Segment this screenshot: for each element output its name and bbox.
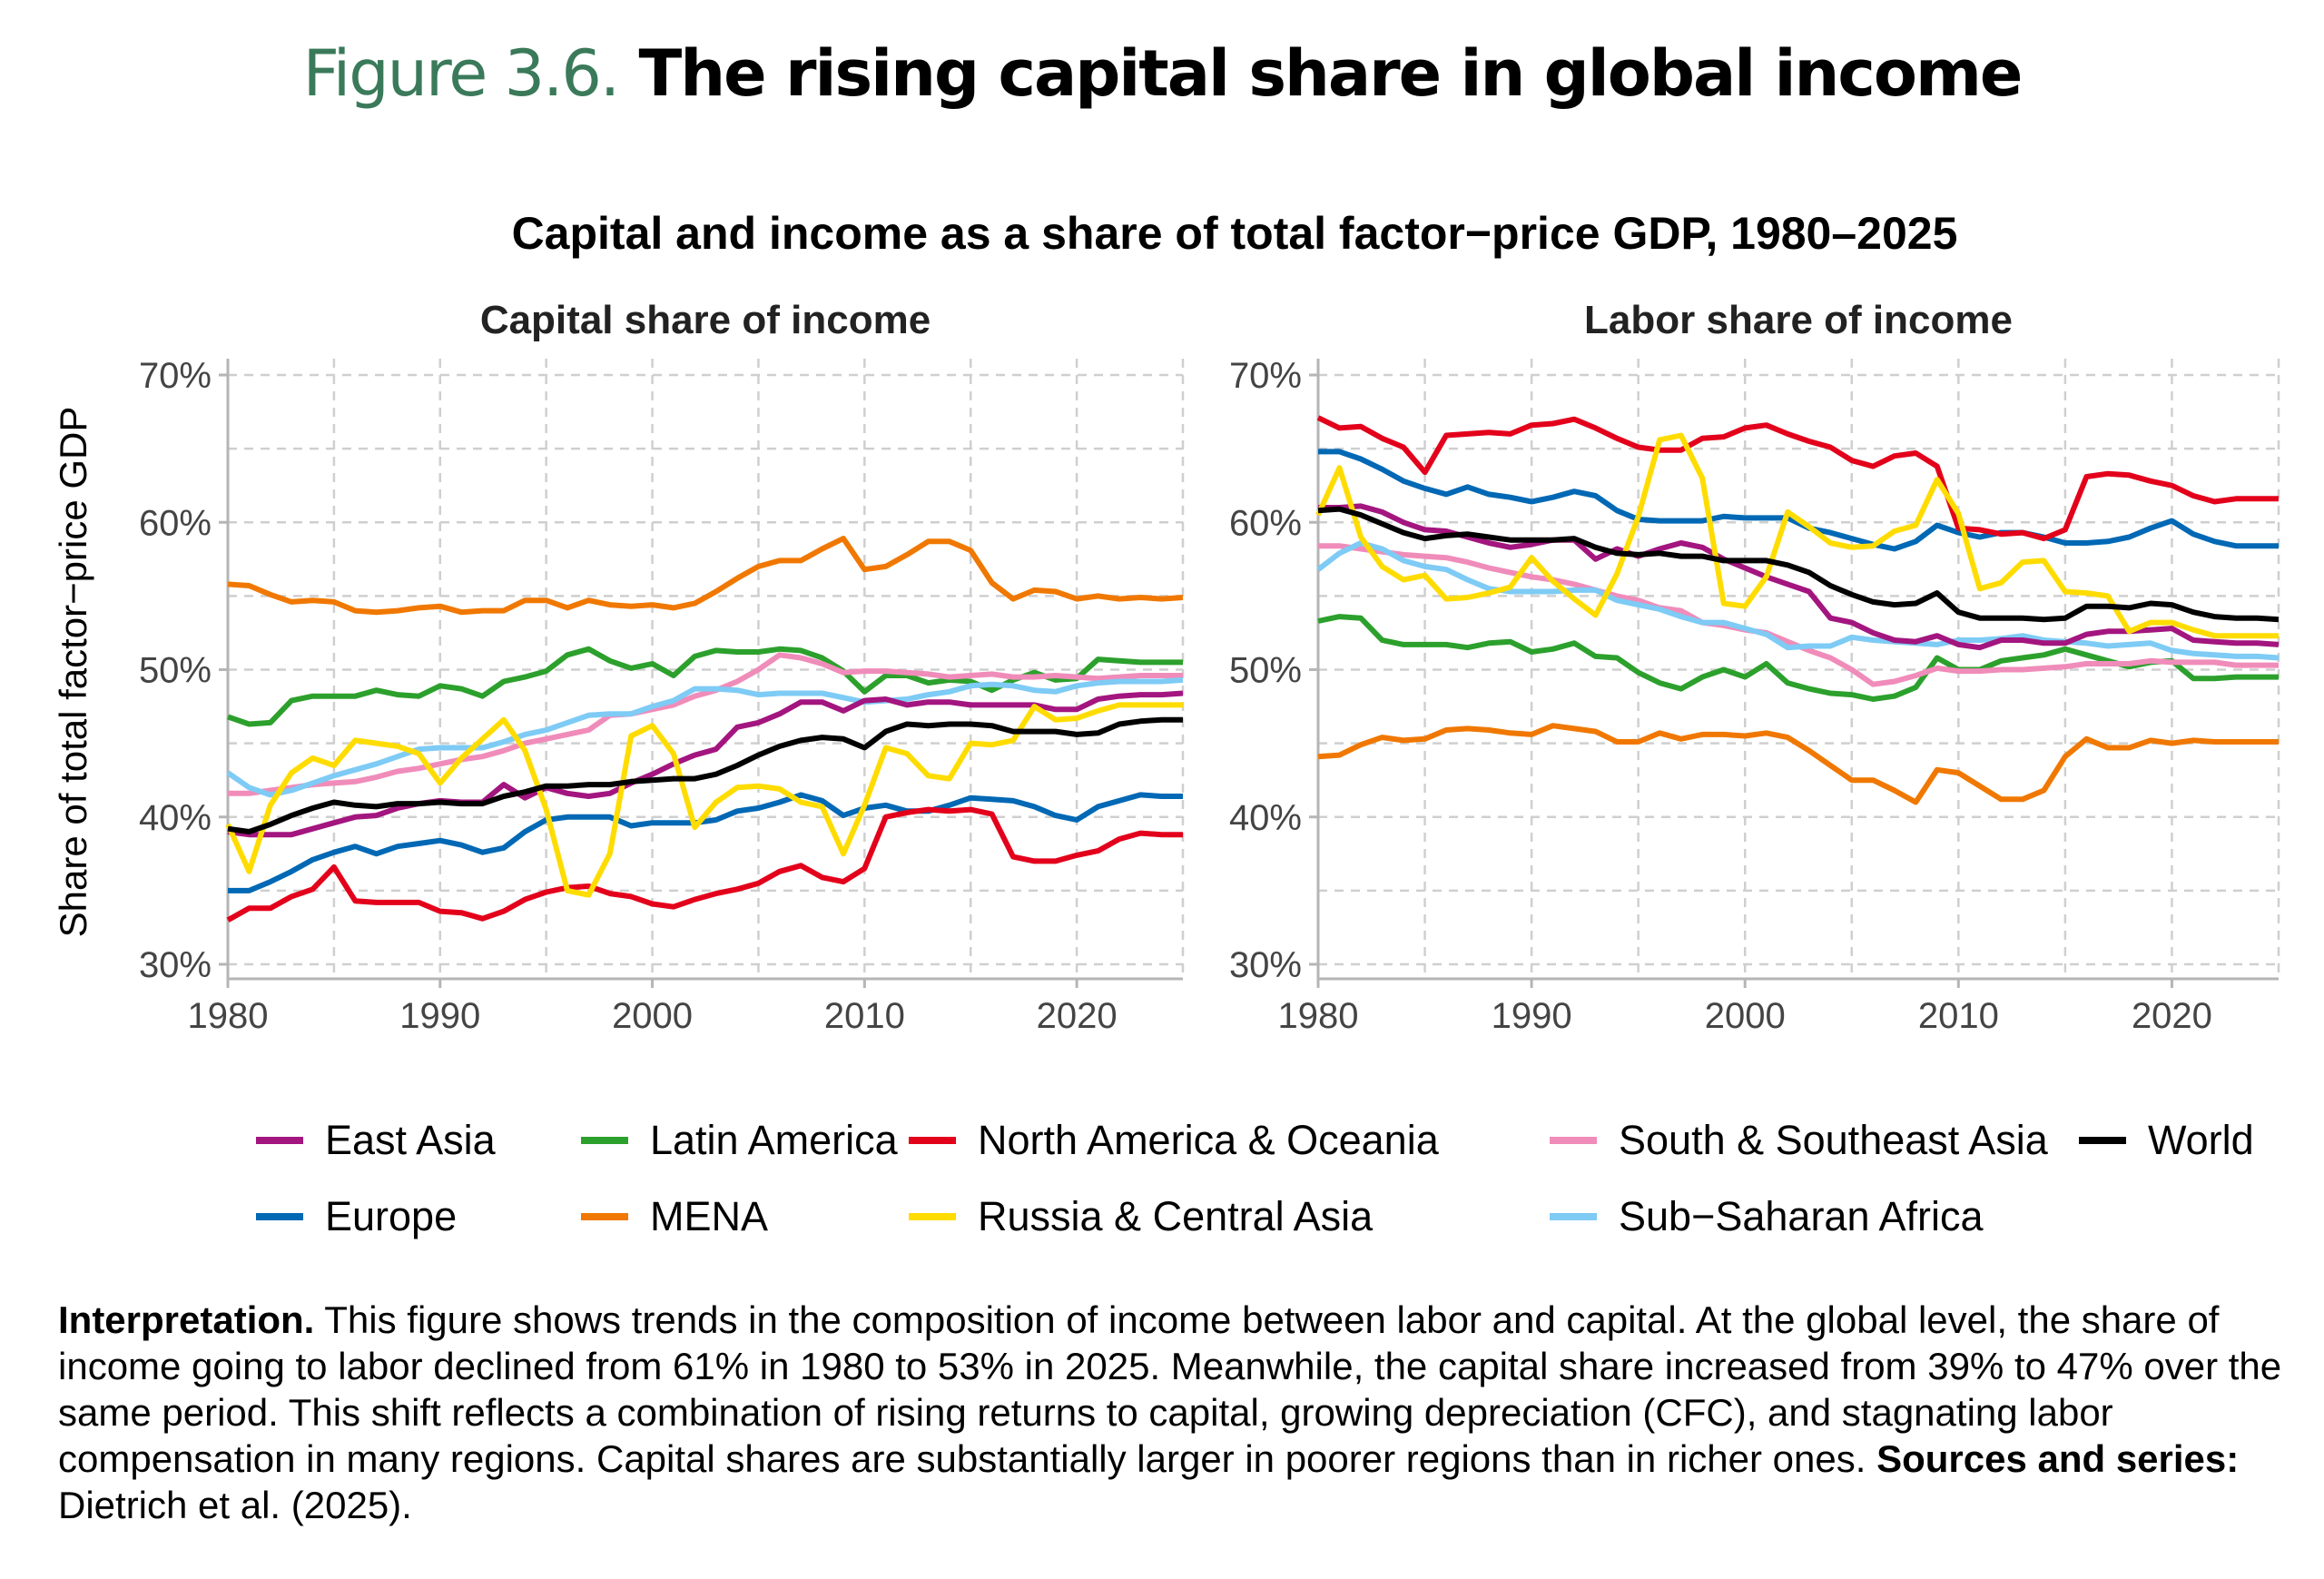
legend-key bbox=[581, 1213, 628, 1220]
series-line-europe bbox=[228, 792, 1183, 893]
y-tick-label: 40% bbox=[139, 798, 212, 838]
series-line-north-america-oceania bbox=[226, 806, 1183, 923]
x-tick-label: 2010 bbox=[824, 996, 905, 1036]
series-line-world bbox=[1317, 506, 2280, 623]
legend-item-world: World bbox=[2079, 1117, 2254, 1164]
panel-labor: 30% 40% 50% 60% 70% 1980 1990 2000 2010 2020 bbox=[1229, 356, 2280, 1036]
figure-title: Figure 3.6. The rising capital share in … bbox=[0, 36, 2324, 111]
legend-label: Russia & Central Asia bbox=[978, 1193, 1374, 1239]
y-tick-label: 60% bbox=[139, 503, 212, 543]
legend-key bbox=[909, 1137, 956, 1144]
legend-key bbox=[909, 1213, 956, 1220]
x-tick-label: 2000 bbox=[1705, 996, 1786, 1036]
series-line-mena bbox=[1317, 723, 2279, 805]
series-line-north-america-oceania bbox=[1316, 415, 2279, 542]
legend-key bbox=[2079, 1137, 2126, 1144]
series-line-russia-central-asia bbox=[225, 702, 1183, 898]
series-line-europe bbox=[1318, 449, 2279, 552]
y-tick-label: 30% bbox=[139, 945, 212, 985]
series-line-world bbox=[227, 716, 1183, 834]
interpretation-text: This figure shows trends in the composit… bbox=[58, 1298, 2282, 1480]
y-tick-label: 70% bbox=[1229, 356, 1302, 396]
legend-item-east-asia: East Asia bbox=[256, 1117, 496, 1164]
y-tick-label: 50% bbox=[139, 651, 212, 691]
series-line-sub-saharan-africa bbox=[1316, 540, 2280, 661]
sources-text: Dietrich et al. (2025). bbox=[58, 1484, 412, 1526]
sources-label: Sources and series: bbox=[1876, 1437, 2240, 1480]
series-line-russia-central-asia bbox=[1315, 432, 2279, 639]
interpretation-note: Interpretation. This figure shows trends… bbox=[58, 1297, 2291, 1528]
legend-label: Latin America bbox=[650, 1117, 898, 1163]
legend-key bbox=[256, 1213, 303, 1220]
panel-capital: 30% 40% 50% 60% 70% 1980 1990 2000 2010 2020 bbox=[139, 356, 1185, 1036]
x-tick-label: 1990 bbox=[399, 996, 480, 1036]
legend-label: North America & Oceania bbox=[978, 1117, 1439, 1163]
y-tick-label: 60% bbox=[1229, 503, 1302, 543]
x-tick-label: 2000 bbox=[612, 996, 693, 1036]
legend-key bbox=[1550, 1213, 1597, 1220]
legend-item-ssa: Sub−Saharan Africa bbox=[1550, 1193, 1984, 1240]
y-tick-label: 50% bbox=[1229, 651, 1302, 691]
legend-label: MENA bbox=[650, 1193, 769, 1239]
legend-label: World bbox=[2148, 1117, 2254, 1163]
panel-title-labor: Labor share of income bbox=[1584, 298, 2013, 342]
x-tick-label: 2010 bbox=[1918, 996, 1999, 1036]
figure-title-text: The rising capital share in global incom… bbox=[638, 36, 2024, 111]
series-line-south-southeast-asia bbox=[228, 652, 1183, 796]
x-tick-label: 1980 bbox=[188, 996, 269, 1036]
series-line-east-asia bbox=[227, 690, 1184, 838]
y-tick-label: 30% bbox=[1229, 945, 1302, 985]
legend-item-south-asia: South & Southeast Asia bbox=[1550, 1117, 2048, 1164]
x-tick-label: 1990 bbox=[1492, 996, 1572, 1036]
legend-key bbox=[581, 1137, 628, 1144]
x-tick-label: 2020 bbox=[1037, 996, 1118, 1036]
chart-area: Share of total factor−price GDP 30% 40% 50%… bbox=[52, 356, 2280, 1036]
legend-label: Sub−Saharan Africa bbox=[1619, 1193, 1984, 1239]
interpretation-label: Interpretation. bbox=[58, 1298, 315, 1341]
legend-key bbox=[256, 1137, 303, 1144]
y-axis-label: Share of total factor−price GDP bbox=[52, 407, 94, 938]
x-tick-label: 2020 bbox=[2132, 996, 2212, 1036]
legend-label: South & Southeast Asia bbox=[1619, 1117, 2048, 1163]
legend-key bbox=[1550, 1137, 1597, 1144]
panel-title-capital: Capital share of income bbox=[479, 298, 931, 342]
chart-subtitle: Capital and income as a share of total f… bbox=[511, 208, 1958, 259]
series-line-east-asia bbox=[1318, 503, 2280, 651]
legend-item-mena: MENA bbox=[581, 1193, 768, 1240]
x-tick-label: 1980 bbox=[1278, 996, 1359, 1036]
y-tick-label: 40% bbox=[1229, 798, 1302, 838]
legend-item-russia: Russia & Central Asia bbox=[909, 1193, 1373, 1240]
legend-label: Europe bbox=[325, 1193, 458, 1239]
series-line-sub-saharan-africa bbox=[226, 676, 1184, 798]
legend-item-latin-america: Latin America bbox=[581, 1117, 898, 1164]
legend-item-europe: Europe bbox=[256, 1193, 457, 1240]
figure-number: Figure 3.6. bbox=[302, 36, 621, 111]
legend-label: East Asia bbox=[325, 1117, 496, 1163]
series-line-mena bbox=[227, 536, 1184, 616]
legend-item-north-america: North America & Oceania bbox=[909, 1117, 1439, 1164]
y-tick-label: 70% bbox=[139, 356, 212, 396]
